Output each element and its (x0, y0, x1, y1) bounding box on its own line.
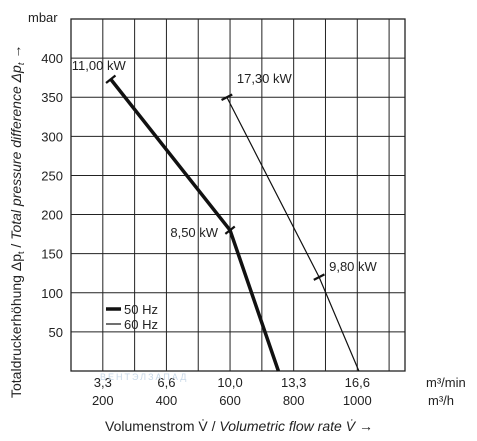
power-marker (224, 225, 236, 235)
series-lines: 11,00 kW 8,50 kW 17,30 kW 9,80 kW (72, 58, 378, 372)
y-tick-label: 400 (41, 51, 63, 66)
x-tick-label-m3h: 600 (219, 393, 241, 408)
x-axis-title-arrow: → (359, 418, 373, 434)
x-ticks: 3,3 200 6,6 400 10,0 600 13,3 800 16,6 1000 (92, 375, 372, 408)
x-tick-label-m3h: 400 (156, 393, 178, 408)
y-ticks: 50 100 150 200 250 300 350 400 (41, 51, 63, 340)
y-tick-label: 100 (41, 286, 63, 301)
watermark: ВЕНТЭЛЗАПАД (100, 372, 188, 382)
y-tick-label: 300 (41, 129, 63, 144)
x-axis-title-prefix: Volumenstrom V̇ / (105, 418, 219, 434)
x-tick-label-m3h: 1000 (343, 393, 372, 408)
x-tick-label-m3min: 3,3 (94, 375, 112, 390)
y-tick-label: 150 (41, 247, 63, 262)
y-axis-title-prefix: Totaldruckerhöhung Δp (8, 254, 24, 398)
x-tick-label-m3min: 6,6 (157, 375, 175, 390)
y-axis-title-arrow: → (8, 45, 24, 59)
x-tick-label-m3h: 800 (283, 393, 305, 408)
series-line-60hz (226, 96, 360, 372)
y-unit-label: mbar (28, 10, 58, 25)
y-tick-label: 50 (49, 325, 63, 340)
power-label: 17,30 kW (237, 71, 293, 86)
power-marker (221, 93, 233, 101)
power-label: 11,00 kW (72, 58, 127, 73)
x-unit-m3min: m³/min (426, 375, 466, 390)
y-tick-label: 250 (41, 168, 63, 183)
plot-frame (70, 18, 406, 372)
x-tick-label-m3min: 16,6 (345, 375, 370, 390)
power-label: 8,50 kW (170, 225, 218, 240)
x-tick-label-m3h: 200 (92, 393, 114, 408)
y-axis-title: Totaldruckerhöhung Δpt / Total pressure … (8, 45, 26, 398)
x-tick-label-m3min: 10,0 (217, 375, 242, 390)
x-axis-title: Volumenstrom V̇ / Volumetric flow rate V… (105, 418, 373, 434)
power-marker (313, 273, 325, 281)
legend-label: 60 Hz (124, 317, 158, 332)
power-label: 9,80 kW (329, 259, 377, 274)
x-axis-title-italic: Volumetric flow rate V̇ (219, 418, 356, 434)
y-axis-title-mid: / (8, 240, 24, 252)
power-marker (105, 74, 117, 84)
y-tick-label: 200 (41, 208, 63, 223)
x-tick-label-m3min: 13,3 (281, 375, 306, 390)
y-axis-title-sub: t (16, 251, 26, 254)
y-tick-label: 350 (41, 90, 63, 105)
x-unit-m3h: m³/h (428, 393, 454, 408)
y-axis-title-italic: Total pressure difference Δp (8, 65, 24, 240)
y-axis-title-italic-sub: t (16, 62, 26, 65)
legend-label: 50 Hz (124, 302, 158, 317)
